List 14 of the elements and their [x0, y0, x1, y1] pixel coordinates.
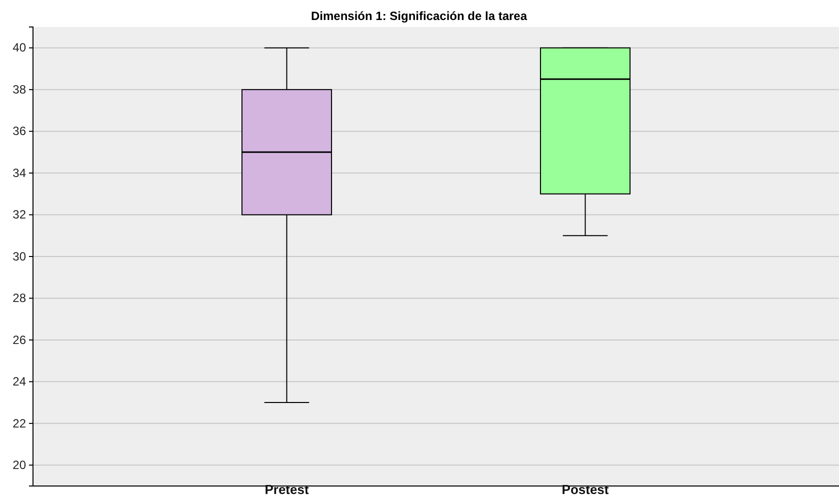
y-tick-label: 38 — [12, 82, 26, 96]
x-tick-label: Postest — [562, 482, 610, 498]
y-tick-label: 22 — [12, 416, 26, 430]
y-tick-label: 24 — [12, 374, 26, 389]
y-tick-label: 36 — [12, 124, 26, 138]
y-tick-label: 30 — [12, 249, 26, 264]
y-tick-label: 26 — [12, 332, 26, 347]
y-tick-label: 34 — [12, 166, 26, 180]
x-tick-label: Pretest — [264, 482, 310, 498]
y-tick-label: 40 — [12, 40, 26, 55]
y-tick-label: 32 — [12, 208, 26, 222]
y-tick-label: 20 — [12, 458, 26, 472]
chart-title: Dimensión 1: Significación de la tarea — [310, 9, 528, 23]
y-tick-label: 28 — [12, 291, 26, 306]
